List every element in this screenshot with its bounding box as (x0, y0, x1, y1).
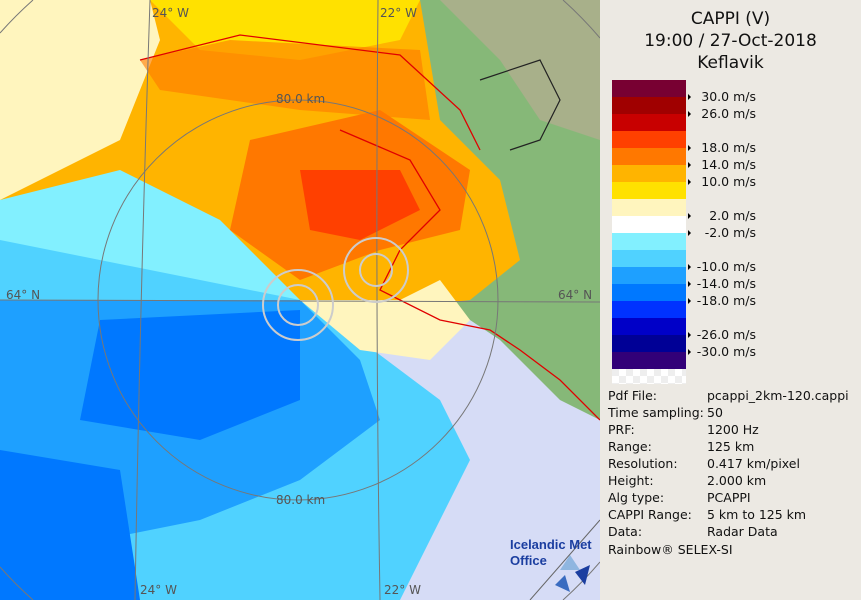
lon-label: 24° W (140, 583, 177, 597)
logo-line2: Office (510, 553, 547, 568)
info-value: 1200 Hz (707, 422, 759, 437)
info-row: PRF: 1200 Hz (608, 421, 759, 438)
logo-line1: Icelandic Met (510, 537, 592, 552)
info-value: 50 (707, 405, 723, 420)
info-value: 125 km (707, 439, 755, 454)
site-name: Keflavik (697, 53, 764, 73)
legend-swatch (612, 97, 686, 114)
info-value: Radar Data (707, 524, 778, 539)
lon-label: 24° W (152, 6, 189, 20)
legend-label: 18.0 m/s (688, 141, 756, 155)
datetime: 19:00 / 27-Oct-2018 (644, 31, 817, 51)
legend-swatch (612, 114, 686, 131)
info-row: Pdf File: pcappi_2km-120.cappi (608, 387, 849, 404)
legend-label: 30.0 m/s (688, 90, 756, 104)
legend-swatch (612, 182, 686, 199)
info-value: pcappi_2km-120.cappi (707, 388, 849, 403)
info-key: Alg type: (608, 490, 665, 505)
legend-label: 2.0 m/s (688, 209, 756, 223)
info-key: Pdf File: (608, 388, 657, 403)
info-row: Height: 2.000 km (608, 472, 766, 489)
legend-swatch (612, 284, 686, 301)
legend-swatch (612, 250, 686, 267)
legend-label: 14.0 m/s (688, 158, 756, 172)
info-key: Range: (608, 439, 652, 454)
credit: Rainbow® SELEX-SI (608, 542, 733, 557)
lon-label: 22° W (384, 583, 421, 597)
range-ring-outer (0, 0, 600, 600)
legend-swatch (612, 199, 686, 216)
legend-label: -26.0 m/s (688, 328, 756, 342)
legend-label: 26.0 m/s (688, 107, 756, 121)
legend-swatch (612, 165, 686, 182)
legend-label: -18.0 m/s (688, 294, 756, 308)
lon-label: 22° W (380, 6, 417, 20)
legend-label: -30.0 m/s (688, 345, 756, 359)
legend-swatch (612, 131, 686, 148)
legend-swatch (612, 233, 686, 250)
legend-swatch (612, 301, 686, 318)
info-key: Resolution: (608, 456, 678, 471)
product-title: CAPPI (V) (690, 9, 771, 29)
info-row: Data: Radar Data (608, 523, 778, 540)
imo-logo: Icelandic Met Office (510, 537, 592, 569)
info-value: PCAPPI (707, 490, 751, 505)
legend-swatch (612, 148, 686, 165)
range-label: 80.0 km (276, 493, 326, 507)
info-row: Resolution: 0.417 km/pixel (608, 455, 800, 472)
info-row: Range: 125 km (608, 438, 754, 455)
radar-field (0, 0, 600, 600)
legend-swatch (612, 267, 686, 284)
legend-label: -10.0 m/s (688, 260, 756, 274)
legend-swatch (612, 216, 686, 233)
info-row: Alg type: PCAPPI (608, 489, 751, 506)
legend-label: -14.0 m/s (688, 277, 756, 291)
legend-swatch (612, 352, 686, 369)
info-row: Time sampling: 50 (608, 404, 723, 421)
info-panel: CAPPI (V) 19:00 / 27-Oct-2018 Keflavik 3… (600, 0, 861, 600)
lat-label: 64° N (558, 288, 593, 302)
logo-icon (529, 519, 600, 600)
legend-swatch (612, 335, 686, 352)
lat-label: 64° N (6, 288, 41, 302)
info-row: CAPPI Range: 5 km to 125 km (608, 506, 806, 523)
legend-label: 10.0 m/s (688, 175, 756, 189)
info-key: Time sampling: (608, 405, 704, 420)
info-key: CAPPI Range: (608, 507, 692, 522)
radar-map: 24° W 22° W 80.0 km 64° N 64° N 80.0 km … (0, 0, 600, 600)
legend-nodata-swatch (612, 369, 686, 384)
info-value: 2.000 km (707, 473, 767, 488)
info-key: Data: (608, 524, 643, 539)
info-key: Height: (608, 473, 654, 488)
range-label: 80.0 km (276, 92, 326, 106)
info-value: 0.417 km/pixel (707, 456, 800, 471)
info-key: PRF: (608, 422, 635, 437)
legend-swatch (612, 318, 686, 335)
legend-label: -2.0 m/s (688, 226, 756, 240)
legend-swatch (612, 80, 686, 97)
info-value: 5 km to 125 km (707, 507, 807, 522)
